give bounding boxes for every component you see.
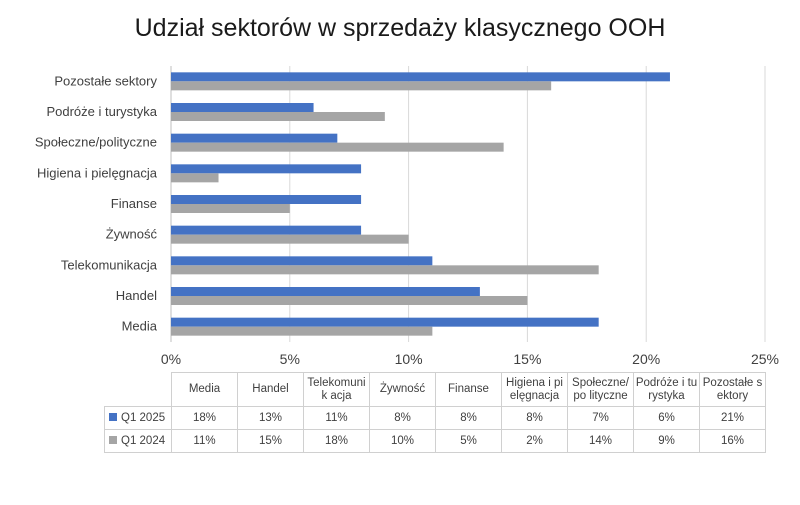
table-value-cell: 5% bbox=[435, 429, 502, 453]
chart-title: Udział sektorów w sprzedaży klasycznego … bbox=[134, 14, 666, 42]
bar-q1-2024 bbox=[171, 326, 433, 336]
table-value-cell: 18% bbox=[303, 429, 370, 453]
table-value-cell: 10% bbox=[369, 429, 436, 453]
bar-q1-2025 bbox=[171, 103, 314, 112]
bar-q1-2024 bbox=[171, 142, 504, 152]
x-tick-label: 25% bbox=[751, 351, 779, 367]
legend-label: Q1 2024 bbox=[121, 434, 166, 447]
table-value-cell: 9% bbox=[633, 429, 700, 453]
x-tick-label: 20% bbox=[632, 351, 660, 367]
category-label: Finanse bbox=[111, 196, 157, 211]
table-header-cell: Podróże i turystyka bbox=[633, 372, 700, 407]
table-value-cell: 14% bbox=[567, 429, 634, 453]
table-row: Q1 2025 18% 13% 11% 8% 8% 8% 7% 6% 21% bbox=[104, 406, 766, 430]
legend-label: Q1 2025 bbox=[121, 411, 166, 424]
bar-q1-2024 bbox=[171, 296, 528, 305]
table-value-cell: 8% bbox=[435, 406, 502, 430]
x-tick-label: 15% bbox=[513, 351, 541, 367]
bar-q1-2025 bbox=[171, 317, 599, 327]
table-header-cell: Higiena i pielęgnacja bbox=[501, 372, 568, 407]
category-label: Higiena i pielęgnacja bbox=[37, 165, 158, 180]
bar-q1-2025 bbox=[171, 164, 362, 174]
bar-q1-2024 bbox=[171, 204, 290, 213]
table-header-cell: Telekomunik acja bbox=[303, 372, 370, 407]
bar-q1-2025 bbox=[171, 72, 670, 82]
category-label: Telekomunikacja bbox=[61, 257, 158, 272]
legend-swatch bbox=[109, 412, 117, 421]
table-header-cell: Finanse bbox=[435, 372, 502, 407]
bar-q1-2024 bbox=[171, 173, 219, 183]
x-tick-label: 5% bbox=[280, 351, 300, 367]
category-label: Żywność bbox=[106, 227, 158, 242]
table-value-cell: 11% bbox=[171, 429, 238, 453]
bar-q1-2025 bbox=[171, 256, 433, 266]
table-header-cell: Społeczne/po lityczne bbox=[567, 372, 634, 407]
bar-q1-2025 bbox=[171, 225, 362, 235]
table-value-cell: 21% bbox=[699, 406, 766, 430]
table-value-cell: 8% bbox=[501, 406, 568, 430]
x-tick-label: 10% bbox=[395, 351, 423, 367]
bar-q1-2025 bbox=[171, 287, 480, 296]
table-header-cell: Żywność bbox=[369, 372, 436, 407]
table-corner bbox=[104, 372, 172, 407]
table-header-cell: Media bbox=[171, 372, 238, 407]
table-value-cell: 13% bbox=[237, 406, 304, 430]
table-value-cell: 8% bbox=[369, 406, 436, 430]
x-tick-label: 0% bbox=[161, 351, 181, 367]
category-label: Podróże i turystyka bbox=[46, 104, 157, 119]
bar-q1-2024 bbox=[171, 265, 599, 275]
category-label: Pozostałe sektory bbox=[54, 73, 157, 88]
bar-q1-2024 bbox=[171, 112, 385, 121]
category-label: Społeczne/polityczne bbox=[35, 135, 157, 150]
table-row: Q1 2024 11% 15% 18% 10% 5% 2% 14% 9% 16% bbox=[104, 429, 766, 453]
legend-entry: Q1 2024 bbox=[104, 429, 172, 453]
bar-q1-2024 bbox=[171, 234, 409, 244]
bar-q1-2025 bbox=[171, 133, 338, 143]
table-header-cell: Handel bbox=[237, 372, 304, 407]
category-label: Handel bbox=[116, 288, 157, 303]
bar-q1-2025 bbox=[171, 195, 362, 204]
legend-entry: Q1 2025 bbox=[104, 406, 172, 430]
table-value-cell: 2% bbox=[501, 429, 568, 453]
table-value-cell: 6% bbox=[633, 406, 700, 430]
table-header-cell: Pozostałe sektory bbox=[699, 372, 766, 407]
table-value-cell: 15% bbox=[237, 429, 304, 453]
table-value-cell: 16% bbox=[699, 429, 766, 453]
data-table: Media Handel Telekomunik acja Żywność Finans… bbox=[104, 372, 766, 453]
bar-q1-2024 bbox=[171, 81, 552, 91]
table-value-cell: 18% bbox=[171, 406, 238, 430]
category-label: Media bbox=[122, 319, 158, 334]
legend-swatch bbox=[109, 435, 117, 444]
table-value-cell: 7% bbox=[567, 406, 634, 430]
table-value-cell: 11% bbox=[303, 406, 370, 430]
